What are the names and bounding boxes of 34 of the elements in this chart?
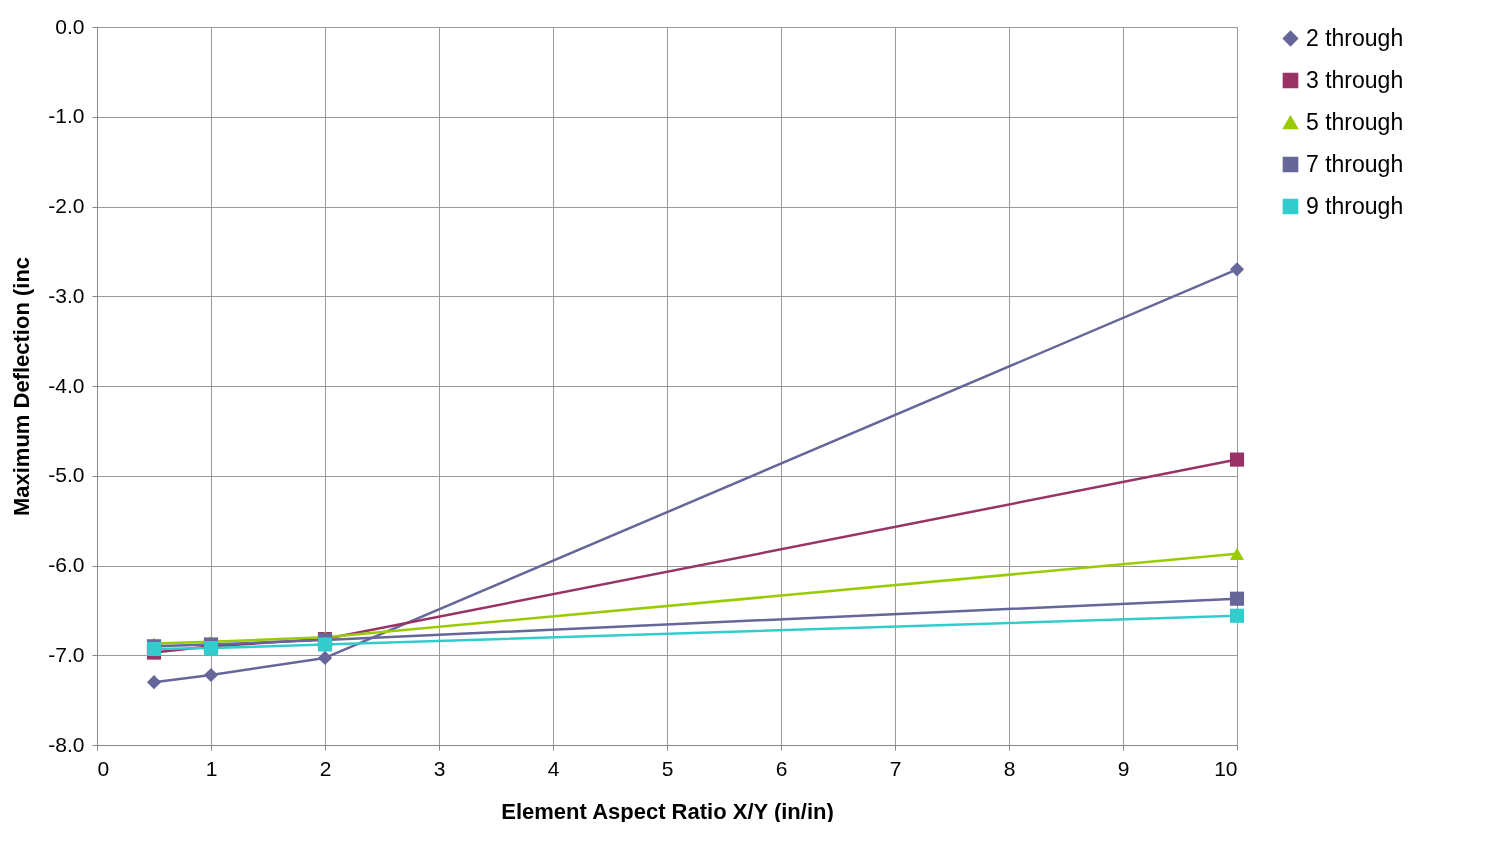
legend-label: 5 through (1306, 108, 1404, 135)
x-tick-label: 8 (1003, 756, 1016, 780)
point (146, 675, 162, 690)
legend-label: 2 through (1306, 24, 1404, 51)
y-tick-label: -6.0 (48, 553, 85, 576)
y-tick-label: -4.0 (48, 373, 85, 397)
y-tick-label: -2.0 (48, 194, 85, 217)
point (1229, 452, 1245, 467)
point (1229, 262, 1245, 277)
point (1229, 608, 1245, 623)
y-tick-label: 0.0 (55, 14, 85, 38)
y-tick-label: -1.0 (48, 104, 85, 128)
x-tick-label: 10 (1214, 756, 1238, 780)
y-tick-label: -8.0 (48, 732, 85, 756)
point (203, 667, 219, 683)
legend-label: 9 through (1306, 192, 1404, 219)
legend-label: 7 through (1306, 150, 1404, 177)
point (1229, 591, 1245, 606)
y-tick-label: -3.0 (48, 283, 85, 307)
x-tick-label: 5 (661, 756, 674, 780)
x-tick-label: 0 (97, 756, 110, 780)
point (317, 650, 333, 666)
x-tick-label: 4 (547, 756, 560, 780)
x-tick-label: 2 (319, 756, 332, 780)
point (317, 637, 333, 652)
x-tick-label: 7 (889, 756, 902, 780)
legend-label: 3 through (1306, 66, 1404, 93)
x-tick-label: 9 (1117, 756, 1130, 780)
x-tick-label: 1 (205, 756, 218, 780)
y-tick-label: -7.0 (48, 642, 85, 666)
y-tick-label: -5.0 (48, 463, 85, 487)
x-tick-label: 6 (775, 756, 788, 780)
x-tick-label: 3 (433, 756, 446, 780)
y-axis-title: Maximum Deflection (inc (9, 256, 35, 517)
